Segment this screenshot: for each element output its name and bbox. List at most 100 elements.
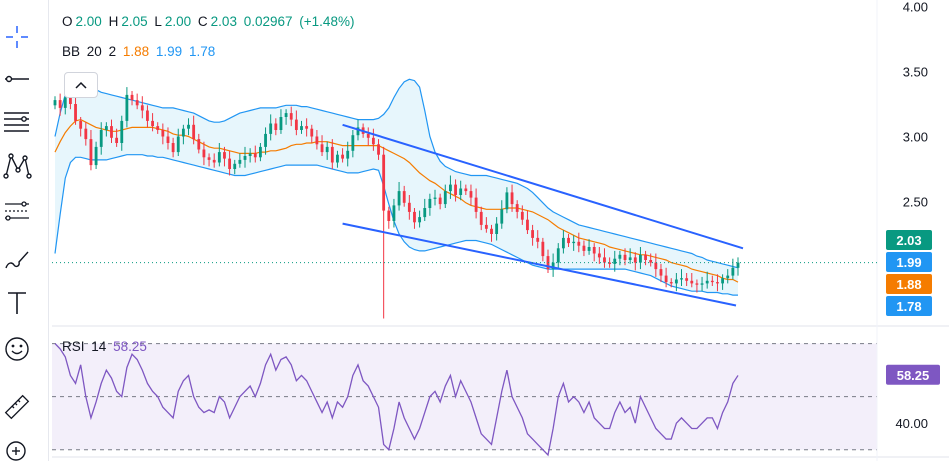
bollinger-basis-line <box>54 118 739 283</box>
zoom-in-icon[interactable] <box>2 436 32 466</box>
emoji-icon[interactable] <box>2 334 32 364</box>
ohlc-legend: O 2.00 H 2.05 L 2.00 C 2.03 0.02967 (+1.48%) <box>62 14 357 29</box>
candle-body <box>536 237 540 242</box>
candle-body <box>181 128 185 137</box>
candle-body <box>130 94 134 101</box>
bb-legend[interactable]: BB 20 2 1.88 1.99 1.78 <box>62 44 218 59</box>
candle-body <box>628 257 632 260</box>
candle-body <box>479 211 483 225</box>
brush-icon[interactable] <box>2 244 32 274</box>
price-tick-label: 2.50 <box>903 195 928 210</box>
candle-body <box>705 280 709 284</box>
candle-body <box>551 262 555 270</box>
rsi-value-tag <box>886 364 940 385</box>
candle-body <box>330 146 334 163</box>
candle-body <box>561 237 565 249</box>
high-label: H <box>108 14 119 29</box>
candle-body <box>582 245 586 251</box>
crosshair-icon[interactable] <box>2 22 32 52</box>
candle-body <box>721 278 725 284</box>
candle-body <box>341 154 344 159</box>
candle-body <box>659 269 663 276</box>
candle-body <box>608 262 612 264</box>
candle-body <box>639 254 642 263</box>
candle-body <box>120 120 124 143</box>
candle-body <box>438 197 442 205</box>
candle-body <box>166 136 170 143</box>
candle-body <box>633 257 637 263</box>
candle-body <box>664 275 668 283</box>
candle-body <box>79 120 83 129</box>
candle-body <box>484 224 488 229</box>
candle-body <box>351 135 355 151</box>
candle-body <box>685 278 689 281</box>
candle-body <box>104 126 108 130</box>
candle-body <box>541 241 545 257</box>
candle-body <box>336 154 339 163</box>
candle-body <box>618 254 622 259</box>
candle-body <box>407 202 411 212</box>
bb-lower-value: 1.78 <box>188 44 216 59</box>
candle-body <box>428 198 432 208</box>
price-tick-label: 4.00 <box>903 0 928 15</box>
price-tag <box>886 252 932 272</box>
close-label: C <box>197 14 208 29</box>
price-tag <box>886 296 932 316</box>
candle-body <box>99 130 103 147</box>
candle-body <box>228 158 232 169</box>
candle-body <box>74 104 77 121</box>
candle-body <box>587 247 591 251</box>
candle-body <box>223 152 226 159</box>
rsi-legend[interactable]: RSI 14 58.25 <box>62 339 150 354</box>
ruler-icon[interactable] <box>2 392 32 422</box>
candle-body <box>156 126 160 130</box>
candle-body <box>53 100 57 106</box>
candle-body <box>623 254 627 260</box>
pattern-icon[interactable] <box>2 150 32 180</box>
candle-body <box>572 241 576 244</box>
fib-retracement-icon[interactable] <box>2 106 32 136</box>
candle-body <box>320 144 324 153</box>
candle-body <box>736 262 740 268</box>
candle-body <box>469 191 473 198</box>
bb-name: BB <box>62 44 81 59</box>
candle-body <box>253 153 257 158</box>
candle-body <box>700 283 704 285</box>
bb-length: 20 <box>86 44 102 59</box>
drawing-toolbar <box>0 0 49 461</box>
change-value: 0.02967 <box>243 14 293 29</box>
projection-icon[interactable] <box>2 196 32 226</box>
candle-body <box>325 146 329 153</box>
rsi-name: RSI <box>62 339 85 354</box>
text-icon[interactable] <box>2 288 32 318</box>
candle-body <box>110 126 113 138</box>
candle-body <box>171 143 175 153</box>
candle-body <box>597 253 601 258</box>
open-label: O <box>62 14 73 29</box>
candle-body <box>217 152 221 163</box>
candle-body <box>161 130 165 137</box>
candle-body <box>649 260 653 263</box>
candle-body <box>197 139 201 150</box>
candle-body <box>454 184 457 195</box>
high-value: 2.05 <box>121 14 148 29</box>
candle-body <box>140 105 144 111</box>
candle-body <box>654 262 658 270</box>
low-value: 2.00 <box>164 14 192 29</box>
price-chart[interactable]: 4.00 3.50 3.00 2.50 2.03 1.99 1.88 1.78 40.00 58.… <box>0 0 949 461</box>
candle-body <box>556 248 560 263</box>
collapse-legend-button[interactable] <box>64 72 98 98</box>
rsi-tick-label: 40.00 <box>895 416 928 431</box>
candle-body <box>459 188 463 195</box>
trend-line-icon[interactable] <box>2 64 32 94</box>
candle-body <box>243 156 247 160</box>
candle-body <box>500 209 504 224</box>
candle-body <box>695 283 699 285</box>
price-tag-label: 1.88 <box>896 277 921 292</box>
candle-body <box>515 204 519 212</box>
candle-body <box>274 123 278 130</box>
candle-body <box>202 149 206 158</box>
candle-body <box>259 146 262 158</box>
candle-body <box>151 120 154 127</box>
candle-body <box>315 136 319 145</box>
